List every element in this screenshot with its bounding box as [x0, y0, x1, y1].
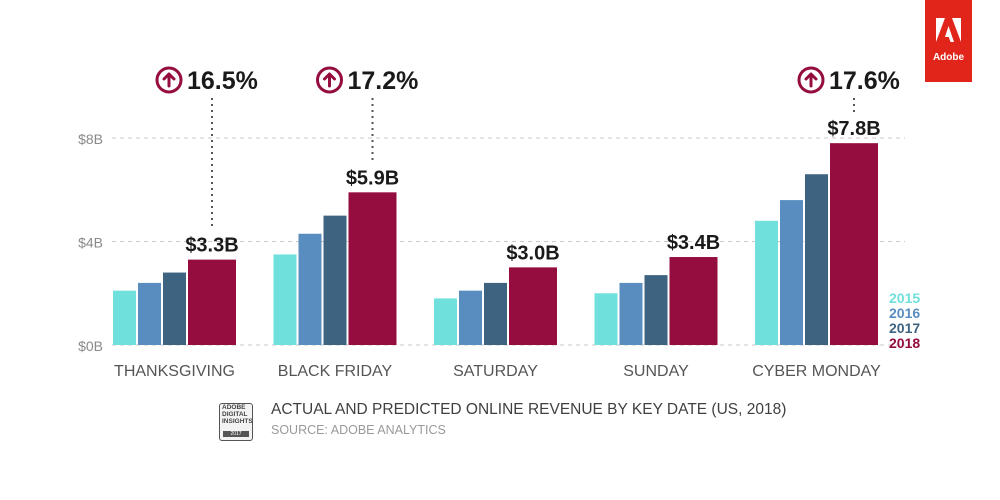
up-arrow-glyph [323, 72, 336, 88]
bar-2016 [619, 282, 643, 345]
bar-2016 [138, 282, 161, 345]
adobe-logo: Adobe [925, 0, 972, 82]
growth-label: 17.2% [348, 67, 419, 95]
chart-source: SOURCE: ADOBE ANALYTICS [271, 423, 446, 437]
chart-title: ACTUAL AND PREDICTED ONLINE REVENUE BY K… [271, 401, 787, 418]
bar-2015 [113, 290, 136, 345]
adobe-digital-insights-badge: ADOBE DIGITAL INSIGHTS 2017 [219, 403, 253, 441]
badge-line: DIGITAL [222, 411, 248, 418]
badge-line: INSIGHTS [222, 418, 253, 425]
bar-2018 [830, 143, 878, 345]
y-tick-label: $8B [78, 131, 103, 147]
bar-2018 [348, 192, 397, 345]
y-tick-label: $4B [78, 235, 103, 251]
badge-year: 2017 [223, 431, 249, 437]
data-label: $3.0B [506, 242, 559, 264]
up-arrow-icon [316, 66, 343, 94]
bar-2016 [298, 233, 322, 345]
bar-2018 [509, 267, 557, 345]
legend-entry: 2018 [889, 335, 920, 351]
data-label: $3.3B [185, 235, 238, 257]
bar-2017 [484, 282, 507, 345]
x-category-label: SUNDAY [623, 363, 689, 380]
data-label: $5.9B [346, 167, 399, 189]
adobe-logo-text: Adobe [932, 52, 965, 63]
y-tick-label: $0B [78, 338, 103, 354]
adobe-logo-icon [936, 18, 961, 42]
bar-2015 [273, 254, 297, 345]
x-category-label: BLACK FRIDAY [278, 363, 393, 380]
bar-2018 [188, 259, 236, 345]
growth-label: 17.6% [829, 67, 900, 95]
bar-2016 [459, 290, 482, 345]
bar-2015 [755, 220, 778, 345]
x-category-label: CYBER MONDAY [752, 363, 881, 380]
bar-2015 [434, 298, 457, 345]
data-label: $3.4B [667, 232, 720, 254]
up-arrow-icon [155, 66, 183, 94]
bar-2017 [163, 272, 186, 345]
up-arrow-icon [797, 66, 825, 94]
up-arrow-glyph [162, 72, 176, 88]
data-label: $7.8B [827, 118, 880, 140]
bar-2018 [669, 257, 718, 345]
bar-2017 [805, 174, 828, 345]
legend-entry: 2017 [889, 320, 920, 336]
badge-line: ADOBE [222, 404, 246, 411]
legend-entry: 2016 [889, 305, 920, 321]
x-category-label: SATURDAY [453, 363, 538, 380]
growth-label: 16.5% [187, 67, 258, 95]
bar-2016 [780, 200, 803, 345]
bar-2015 [594, 293, 618, 345]
up-arrow-glyph [804, 72, 818, 88]
bar-2017 [644, 275, 668, 345]
bar-2017 [323, 215, 347, 345]
x-category-label: THANKSGIVING [114, 363, 235, 380]
legend-entry: 2015 [889, 290, 920, 306]
